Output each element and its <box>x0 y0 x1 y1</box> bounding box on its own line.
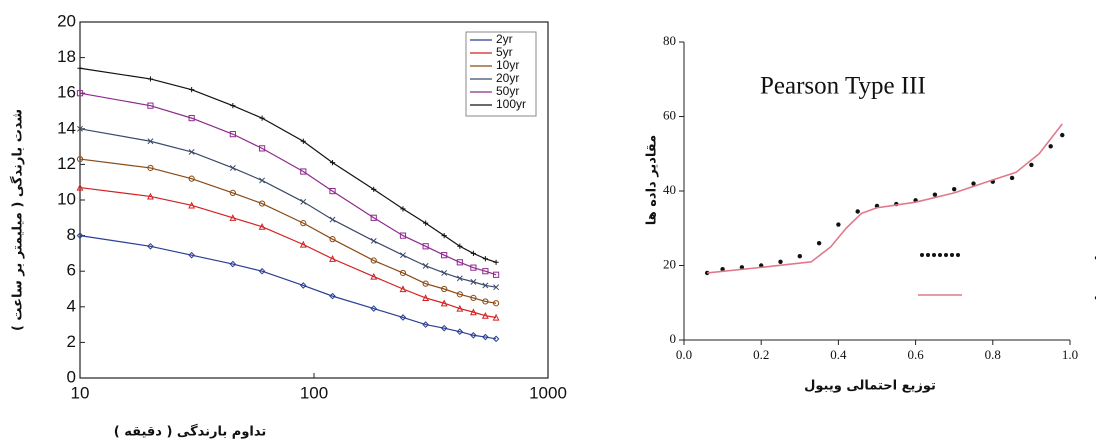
page: {"chart_data": [ {"type": "line", "x_lab… <box>0 0 1096 443</box>
x-tick-label: 0.6 <box>907 347 924 362</box>
x-tick-label: 1000 <box>529 383 567 402</box>
marker <box>423 263 428 268</box>
data-point <box>1060 133 1064 137</box>
y-tick-label: 80 <box>663 33 676 48</box>
legend-label: 20yr <box>496 71 519 85</box>
x-tick-label: 1.0 <box>1062 347 1078 362</box>
legend-label: 100yr <box>496 97 526 111</box>
y-tick-label: 4 <box>67 296 76 315</box>
y-tick-label: 6 <box>67 261 76 280</box>
x-tick-label: 0.0 <box>676 347 692 362</box>
data-point <box>1010 176 1014 180</box>
x-axis-label: توزیع احتمالی ویبول <box>804 379 936 394</box>
figure: 0 2 4 6 8 10 12 14 16 18 20 10 100 1000 تداوم بارندگی … <box>0 0 1096 443</box>
legend-label: 2yr <box>496 32 513 46</box>
y-axis-label: شدت بارندگی ( میلیمتر بر ساعت ) <box>10 109 26 331</box>
series-line <box>80 68 496 262</box>
marker <box>230 165 235 170</box>
series-line <box>80 129 496 287</box>
marker <box>301 199 306 204</box>
x-tick-label: 0.8 <box>985 347 1001 362</box>
legend-label: 50yr <box>496 84 519 98</box>
x-tick-label: 0.2 <box>753 347 769 362</box>
x-tick-label: 0.4 <box>830 347 847 362</box>
marker <box>471 251 476 256</box>
legend-dot <box>956 253 960 257</box>
data-point <box>798 254 802 258</box>
series-line <box>707 124 1062 273</box>
marker <box>400 253 405 258</box>
data-point <box>1049 144 1053 148</box>
y-axis-label: مقادیر داده ها <box>645 135 660 225</box>
marker <box>189 87 194 92</box>
series-line <box>80 188 496 318</box>
y-tick-label: 20 <box>57 11 76 30</box>
series-line <box>80 159 496 303</box>
legend-dot <box>920 253 924 257</box>
marker <box>148 76 153 81</box>
marker <box>230 103 235 108</box>
marker <box>330 217 335 222</box>
legend-dot <box>932 253 936 257</box>
chart-title: Pearson Type III <box>760 73 926 100</box>
y-tick-label: 14 <box>57 118 76 137</box>
y-tick-label: 18 <box>57 47 76 66</box>
marker <box>483 256 488 261</box>
legend-dot <box>926 253 930 257</box>
y-tick-label: 20 <box>663 256 676 271</box>
x-tick-label: 100 <box>300 383 328 402</box>
marker <box>77 66 82 71</box>
y-tick-label: 16 <box>57 83 76 102</box>
x-axis-label: تداوم بارندگی ( دقیقه ) <box>114 424 267 440</box>
y-tick-label: 40 <box>663 182 676 197</box>
x-tick-label: 10 <box>71 383 90 402</box>
series-line <box>80 93 496 275</box>
legend-label: 5yr <box>496 45 513 59</box>
data-point <box>856 209 860 213</box>
legend-dot <box>938 253 942 257</box>
legend-label: 10yr <box>496 58 519 72</box>
y-tick-label: 12 <box>57 154 76 173</box>
y-tick-label: 60 <box>663 107 676 122</box>
marker <box>259 178 264 183</box>
marker <box>259 116 264 121</box>
data-point <box>1029 163 1033 167</box>
y-tick-label: 2 <box>67 332 76 351</box>
series-line <box>80 236 496 339</box>
marker <box>371 238 376 243</box>
y-tick-label: 0 <box>670 331 677 346</box>
legend-dot <box>950 253 954 257</box>
y-tick-label: 10 <box>57 189 76 208</box>
data-point <box>836 222 840 226</box>
data-point <box>933 193 937 197</box>
legend-dot <box>944 253 948 257</box>
data-point <box>778 260 782 264</box>
data-point <box>817 241 821 245</box>
y-tick-label: 8 <box>67 225 76 244</box>
marker <box>493 260 498 265</box>
data-point <box>952 187 956 191</box>
